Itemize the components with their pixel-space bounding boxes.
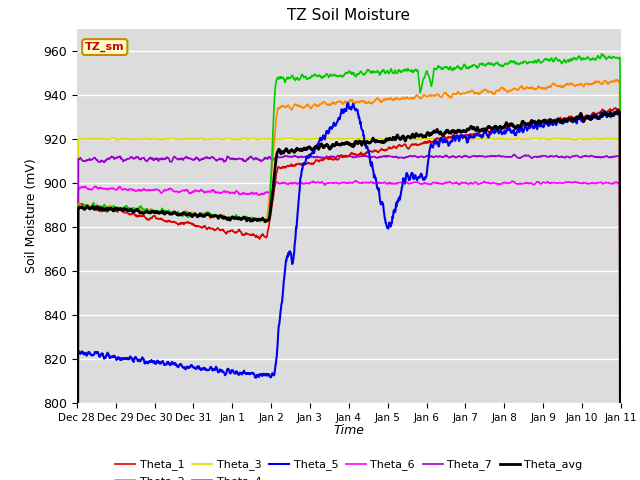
Theta_6 <box>205 188 212 194</box>
Line: Theta_7: Theta_7 <box>77 155 621 480</box>
Theta_7 <box>324 154 332 160</box>
Theta_7 <box>205 155 212 161</box>
Theta_1 <box>324 156 332 162</box>
Legend: Theta_1, Theta_2, Theta_3, Theta_4, Theta_5, Theta_6, Theta_7, Theta_avg: Theta_1, Theta_2, Theta_3, Theta_4, Thet… <box>111 455 587 480</box>
Theta_avg <box>515 123 522 129</box>
Theta_3 <box>260 136 268 142</box>
Title: TZ Soil Moisture: TZ Soil Moisture <box>287 9 410 24</box>
Theta_2 <box>324 101 332 107</box>
Theta_6 <box>260 191 268 196</box>
Theta_1 <box>358 152 366 157</box>
Line: Theta_5: Theta_5 <box>77 103 621 480</box>
Theta_1 <box>609 108 616 114</box>
Theta_avg <box>260 217 268 223</box>
Theta_3 <box>359 136 367 142</box>
Theta_5 <box>324 130 332 135</box>
Theta_2 <box>358 98 366 104</box>
Theta_6 <box>515 181 522 187</box>
Theta_6 <box>324 180 332 186</box>
Theta_3 <box>205 136 213 142</box>
X-axis label: Time: Time <box>333 424 364 437</box>
Theta_7 <box>511 152 518 157</box>
Theta_1 <box>205 225 212 230</box>
Line: Theta_2: Theta_2 <box>77 80 621 480</box>
Theta_2 <box>609 79 616 85</box>
Theta_7 <box>358 153 366 159</box>
Theta_avg <box>324 143 332 149</box>
Theta_3 <box>324 135 332 141</box>
Theta_avg <box>358 141 366 146</box>
Theta_4 <box>598 51 605 57</box>
Theta_1 <box>260 234 268 240</box>
Theta_avg <box>205 212 212 217</box>
Theta_6 <box>359 180 367 185</box>
Theta_4 <box>260 218 268 224</box>
Theta_4 <box>609 54 617 60</box>
Text: TZ_sm: TZ_sm <box>85 42 125 52</box>
Theta_5 <box>515 126 522 132</box>
Theta_2 <box>515 86 522 92</box>
Theta_2 <box>205 212 212 218</box>
Theta_1 <box>515 122 522 128</box>
Theta_6 <box>609 180 617 186</box>
Theta_5 <box>609 111 617 117</box>
Line: Theta_3: Theta_3 <box>77 138 621 480</box>
Theta_avg <box>609 112 616 118</box>
Theta_4 <box>515 61 522 67</box>
Theta_7 <box>609 154 617 160</box>
Theta_5 <box>205 367 212 373</box>
Theta_1 <box>611 105 619 111</box>
Theta_4 <box>205 210 212 216</box>
Theta_5 <box>344 100 352 106</box>
Line: Theta_avg: Theta_avg <box>77 110 621 480</box>
Theta_5 <box>260 372 268 377</box>
Y-axis label: Soil Moisture (mV): Soil Moisture (mV) <box>24 158 38 274</box>
Theta_5 <box>359 128 367 134</box>
Theta_4 <box>324 73 332 79</box>
Theta_3 <box>609 136 617 142</box>
Line: Theta_6: Theta_6 <box>77 181 621 480</box>
Theta_avg <box>615 108 623 113</box>
Theta_3 <box>515 136 522 142</box>
Theta_7 <box>260 156 268 161</box>
Line: Theta_1: Theta_1 <box>77 108 621 480</box>
Theta_6 <box>352 178 360 184</box>
Line: Theta_4: Theta_4 <box>77 54 621 480</box>
Theta_2 <box>260 216 268 222</box>
Theta_7 <box>515 155 522 161</box>
Theta_2 <box>612 77 620 83</box>
Theta_4 <box>358 71 366 76</box>
Theta_3 <box>109 135 117 141</box>
